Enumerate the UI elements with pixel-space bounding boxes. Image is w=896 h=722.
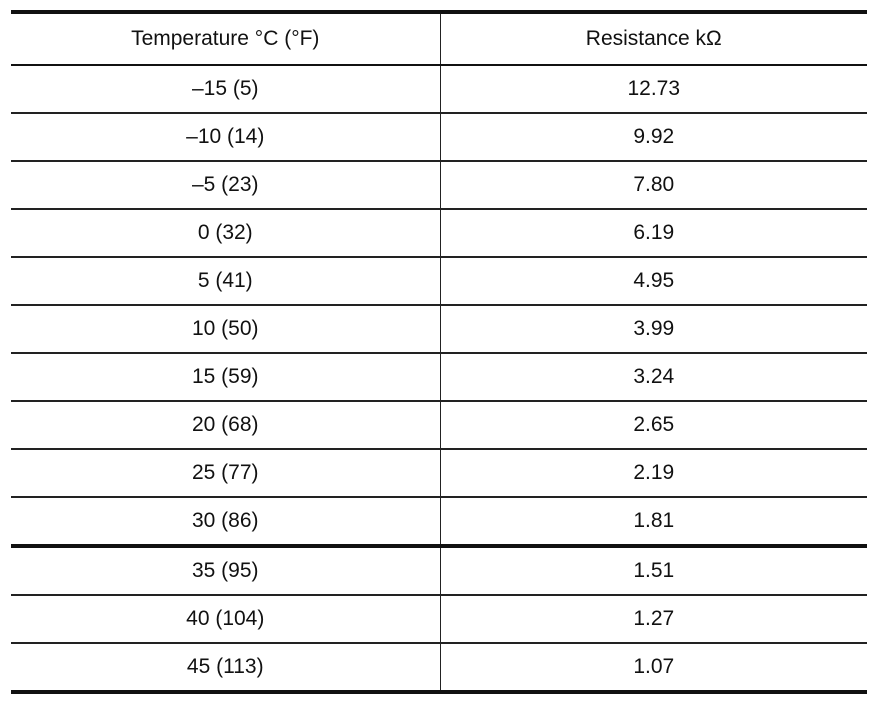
temperature-cell: 15 (59) bbox=[11, 353, 441, 402]
temperature-cell: –10 (14) bbox=[11, 113, 441, 162]
table-row: –15 (5) 12.73 bbox=[11, 65, 867, 114]
table-row: 15 (59) 3.24 bbox=[11, 353, 867, 402]
table-body: –15 (5) 12.73 –10 (14) 9.92 –5 (23) 7.80… bbox=[11, 65, 867, 694]
resistance-cell: 1.51 bbox=[440, 546, 867, 596]
temperature-cell: 30 (86) bbox=[11, 497, 441, 548]
resistance-cell: 6.19 bbox=[440, 209, 867, 258]
header-row: Temperature °C (°F) Resistance kΩ bbox=[11, 10, 867, 66]
table-row: 30 (86) 1.81 bbox=[11, 497, 867, 548]
table-row: 20 (68) 2.65 bbox=[11, 401, 867, 450]
table-header: Temperature °C (°F) Resistance kΩ bbox=[11, 10, 867, 66]
resistance-cell: 12.73 bbox=[440, 65, 867, 114]
table-row: 10 (50) 3.99 bbox=[11, 305, 867, 354]
resistance-cell: 2.19 bbox=[440, 449, 867, 498]
temperature-cell: –15 (5) bbox=[11, 65, 441, 114]
table-row: 40 (104) 1.27 bbox=[11, 595, 867, 644]
resistance-cell: 2.65 bbox=[440, 401, 867, 450]
resistance-cell: 1.81 bbox=[440, 497, 867, 548]
table-row: –5 (23) 7.80 bbox=[11, 161, 867, 210]
resistance-cell: 7.80 bbox=[440, 161, 867, 210]
table-row: 5 (41) 4.95 bbox=[11, 257, 867, 306]
temperature-cell: 0 (32) bbox=[11, 209, 441, 258]
temperature-cell: 20 (68) bbox=[11, 401, 441, 450]
resistance-cell: 3.24 bbox=[440, 353, 867, 402]
resistance-cell: 1.07 bbox=[440, 643, 867, 694]
temperature-cell: –5 (23) bbox=[11, 161, 441, 210]
table-row: 35 (95) 1.51 bbox=[11, 546, 867, 596]
temperature-cell: 35 (95) bbox=[11, 546, 441, 596]
resistance-cell: 4.95 bbox=[440, 257, 867, 306]
temperature-cell: 40 (104) bbox=[11, 595, 441, 644]
temperature-cell: 45 (113) bbox=[11, 643, 441, 694]
temperature-cell: 5 (41) bbox=[11, 257, 441, 306]
temperature-cell: 10 (50) bbox=[11, 305, 441, 354]
resistance-cell: 9.92 bbox=[440, 113, 867, 162]
table-row: 25 (77) 2.19 bbox=[11, 449, 867, 498]
resistance-cell: 3.99 bbox=[440, 305, 867, 354]
table-row: 45 (113) 1.07 bbox=[11, 643, 867, 694]
resistance-cell: 1.27 bbox=[440, 595, 867, 644]
table-row: 0 (32) 6.19 bbox=[11, 209, 867, 258]
temperature-resistance-table: Temperature °C (°F) Resistance kΩ –15 (5… bbox=[11, 10, 867, 694]
temperature-cell: 25 (77) bbox=[11, 449, 441, 498]
table-row: –10 (14) 9.92 bbox=[11, 113, 867, 162]
resistance-column-header: Resistance kΩ bbox=[440, 10, 867, 66]
temperature-resistance-table-container: Temperature °C (°F) Resistance kΩ –15 (5… bbox=[11, 10, 867, 694]
temperature-column-header: Temperature °C (°F) bbox=[11, 10, 441, 66]
